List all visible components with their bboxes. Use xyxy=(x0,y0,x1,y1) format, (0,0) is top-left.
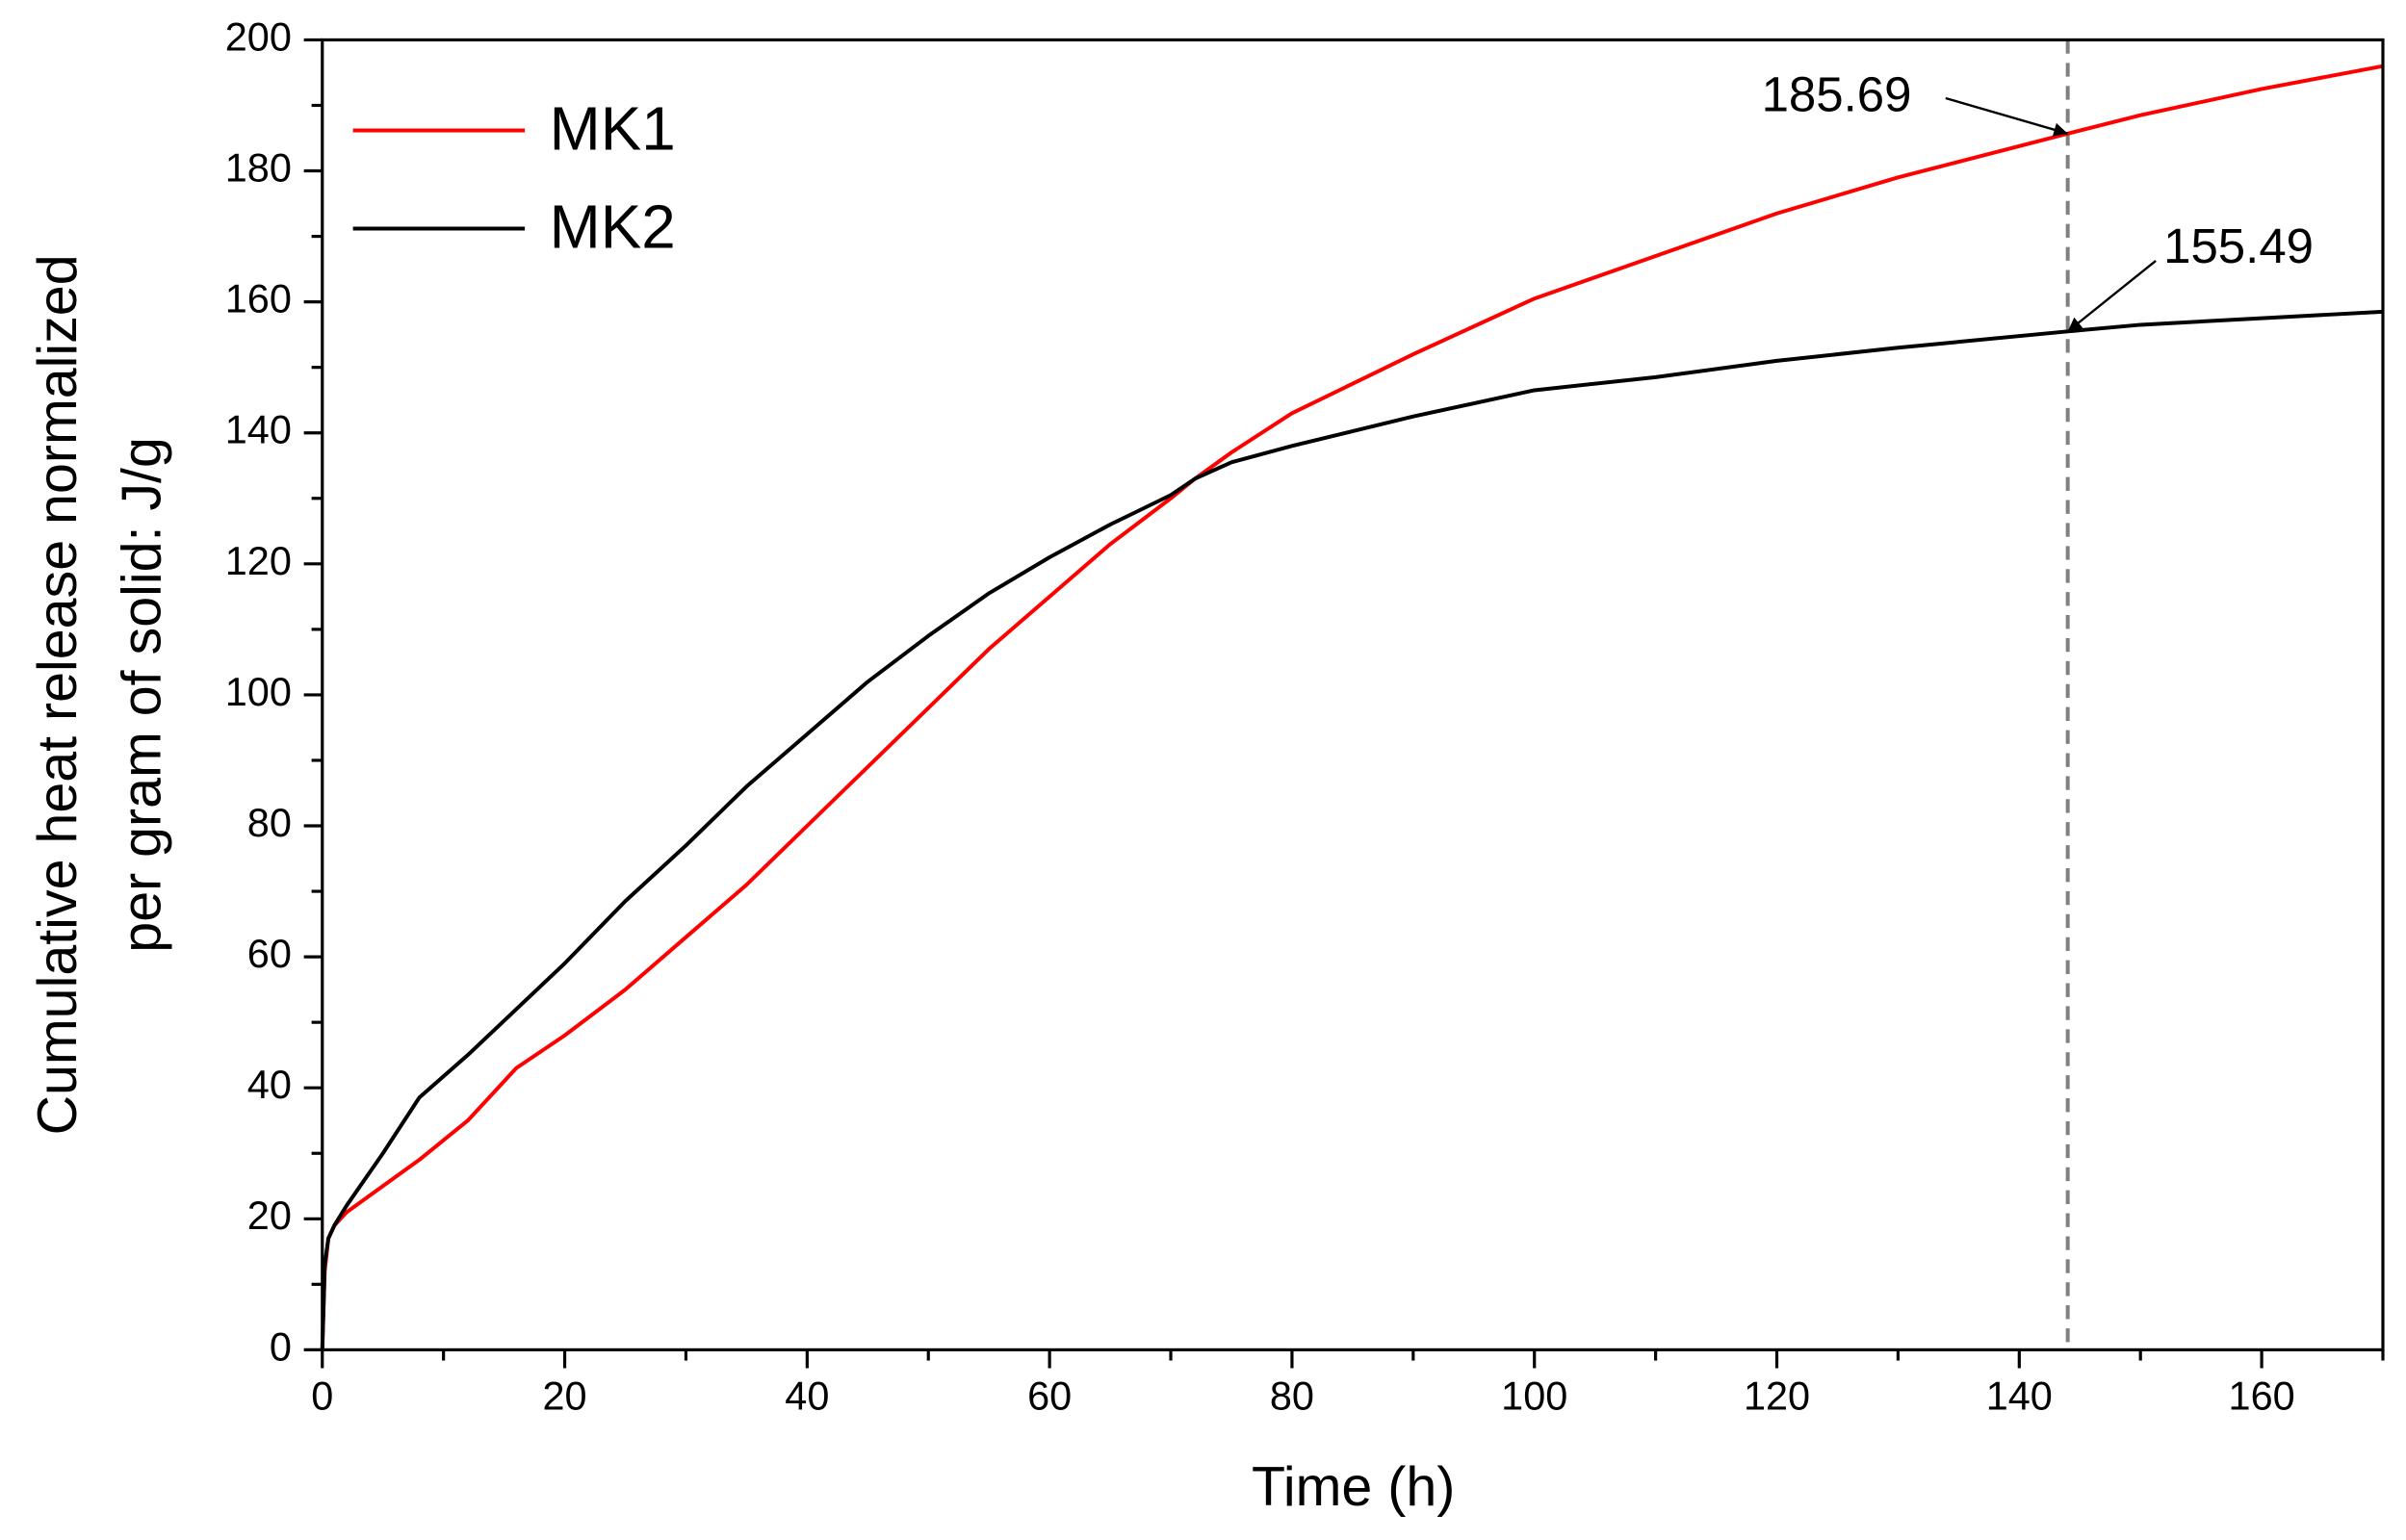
y-tick-label: 20 xyxy=(247,1193,292,1238)
x-tick-label: 80 xyxy=(1270,1373,1314,1418)
y-tick-label: 60 xyxy=(247,931,292,976)
y-tick-label: 120 xyxy=(225,538,292,583)
legend-label: MK1 xyxy=(550,93,676,163)
x-tick-label: 0 xyxy=(311,1373,333,1418)
y-tick-label: 180 xyxy=(225,144,292,190)
y-tick-label: 160 xyxy=(225,276,292,321)
y-axis-label: Cumulative heat release normalized xyxy=(27,254,89,1135)
y-tick-label: 0 xyxy=(270,1323,292,1369)
annotation-arrow xyxy=(1945,96,2069,137)
x-axis-label: Time (h) xyxy=(1252,1456,1455,1518)
annotation-arrow xyxy=(2066,259,2157,333)
series-line xyxy=(320,309,2384,1350)
x-tick-label: 60 xyxy=(1027,1373,1072,1418)
x-tick-label: 140 xyxy=(1986,1373,2053,1418)
x-tick-label: 160 xyxy=(2229,1373,2295,1418)
annotation: 155.49 xyxy=(2163,218,2314,273)
y-tick-label: 200 xyxy=(225,13,292,59)
plot-frame xyxy=(321,38,2385,1351)
y-axis-label: per gram of solid: J/g xyxy=(112,437,173,953)
annotation: 185.69 xyxy=(1762,66,1912,121)
legend-label: MK2 xyxy=(550,192,676,261)
y-tick-label: 40 xyxy=(247,1062,292,1107)
x-tick-label: 40 xyxy=(785,1373,829,1418)
x-tick-label: 120 xyxy=(1744,1373,1810,1418)
x-tick-label: 20 xyxy=(543,1373,587,1418)
y-tick-label: 100 xyxy=(225,669,292,714)
y-tick-label: 80 xyxy=(247,800,292,845)
x-tick-label: 100 xyxy=(1501,1373,1567,1418)
y-tick-label: 140 xyxy=(225,407,292,452)
series-line xyxy=(320,64,2384,1350)
